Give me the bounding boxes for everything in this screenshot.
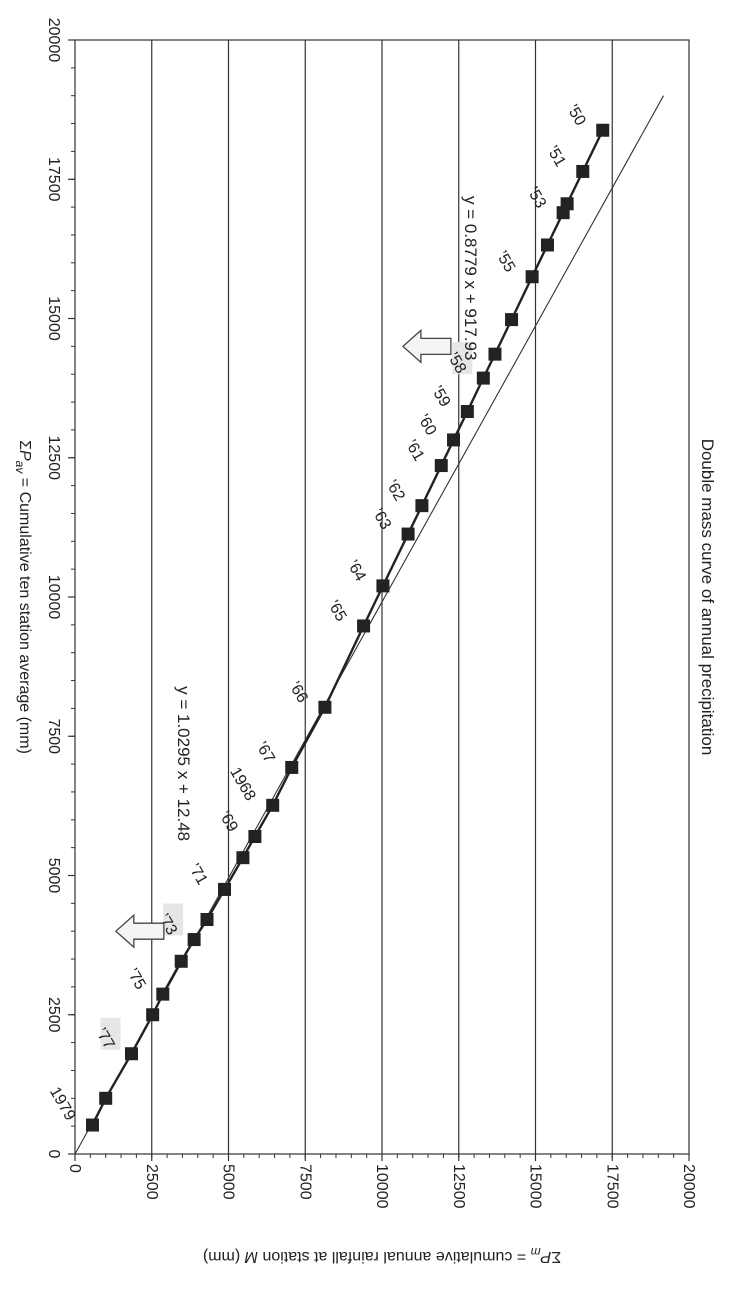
x-axis-label-var: P — [16, 450, 33, 461]
year-label-highlight — [163, 903, 184, 936]
year-label: 1979 — [46, 1084, 79, 1123]
y-axis-label-station: M — [244, 1248, 258, 1265]
year-label-highlight — [100, 1017, 121, 1050]
year-label: ’63 — [369, 506, 394, 533]
x-tick-label: 17500 — [45, 157, 62, 202]
data-point — [505, 313, 519, 327]
y-tick-label: 17500 — [603, 1164, 620, 1209]
year-label: ’55 — [493, 248, 518, 275]
year-label: ’51 — [543, 143, 568, 170]
y-axis-label-sub: m — [531, 1245, 541, 1259]
data-point — [447, 433, 461, 447]
year-label: ’64 — [343, 557, 368, 584]
data-point — [460, 405, 474, 419]
data-point — [236, 851, 250, 865]
data-point — [156, 987, 170, 1001]
data-point — [85, 1118, 99, 1132]
arrow-icon — [401, 328, 452, 364]
year-label: ’60 — [414, 411, 439, 438]
year-label: ’59 — [428, 383, 453, 410]
y-tick-label: 15000 — [527, 1164, 544, 1209]
data-point — [124, 1047, 138, 1061]
data-point — [476, 371, 490, 385]
year-label-highlight — [452, 342, 473, 375]
x-tick-label: 10000 — [45, 575, 62, 620]
data-point — [218, 882, 232, 896]
year-label: ’71 — [185, 861, 210, 888]
y-tick-label: 12500 — [450, 1164, 467, 1209]
y-tick-label: 20000 — [680, 1164, 697, 1209]
y-tick-label: 0 — [66, 1164, 83, 1173]
year-label: ’61 — [402, 437, 427, 464]
data-point — [200, 913, 214, 927]
data-point — [285, 760, 299, 774]
data-point — [401, 527, 415, 541]
x-tick-label: 15000 — [45, 296, 62, 341]
y-tick-label: 2500 — [143, 1164, 160, 1200]
y-tick-label: 5000 — [220, 1164, 237, 1200]
y-axis-label-rest: = cumulative annual rainfall at station — [258, 1248, 531, 1265]
data-point — [596, 123, 610, 137]
year-label: ’50 — [563, 102, 588, 129]
year-label: ’69 — [215, 808, 240, 835]
x-tick-label: 20000 — [45, 18, 62, 63]
x-tick-label: 7500 — [45, 718, 62, 754]
x-axis-label-rest: = Cumulative ten station average (mm) — [16, 473, 33, 754]
y-axis-label-sigma: Σ — [551, 1248, 561, 1265]
year-label: ’65 — [324, 597, 349, 624]
data-point — [540, 238, 554, 252]
data-point — [576, 164, 590, 178]
x-tick-label: 0 — [45, 1150, 62, 1159]
x-tick-label: 5000 — [45, 858, 62, 894]
rotated-chart-group: 0 2500 5000 7500 10000 12500 15000 17500 20000 0 2… — [13, 18, 717, 1265]
data-point — [146, 1008, 160, 1022]
y-tick-label: 7500 — [296, 1164, 313, 1200]
year-label: ’66 — [285, 679, 310, 706]
x-axis-label-sigma: Σ — [16, 440, 33, 450]
y-axis-label-unit: (mm) — [203, 1248, 245, 1265]
year-label: 1968 — [226, 764, 259, 803]
data-point — [99, 1091, 113, 1105]
year-label: ’62 — [382, 477, 407, 504]
x-tick-label: 12500 — [45, 436, 62, 481]
data-point — [357, 619, 371, 633]
data-point — [488, 347, 502, 361]
arrow-icon — [114, 913, 165, 949]
year-label: ’53 — [524, 184, 549, 211]
x-axis-label: ΣPav = Cumulative ten station average (m… — [13, 440, 33, 754]
x-axis-label-sub: av — [13, 461, 27, 475]
data-point — [174, 954, 188, 968]
data-point — [560, 197, 574, 211]
data-point — [376, 579, 390, 593]
equation-label: y = 0.8779 x + 917.93 — [461, 196, 480, 360]
data-point — [248, 830, 262, 844]
year-label: ’75 — [123, 966, 148, 993]
data-point — [525, 270, 539, 284]
chart-title: Double mass curve of annual precipitatio… — [698, 439, 717, 756]
year-label: ’67 — [252, 739, 277, 766]
data-point — [415, 499, 429, 513]
y-tick-label: 10000 — [373, 1164, 390, 1209]
x-tick-label: 2500 — [45, 997, 62, 1033]
data-point — [434, 459, 448, 473]
data-point — [266, 798, 280, 812]
y-axis-label: ΣPm = cumulative annual rainfall at stat… — [203, 1245, 561, 1265]
y-axis-label-var: P — [540, 1248, 551, 1265]
data-point — [187, 933, 201, 947]
equation-label: y = 1.0295 x + 12.48 — [174, 686, 193, 841]
data-point — [318, 700, 332, 714]
